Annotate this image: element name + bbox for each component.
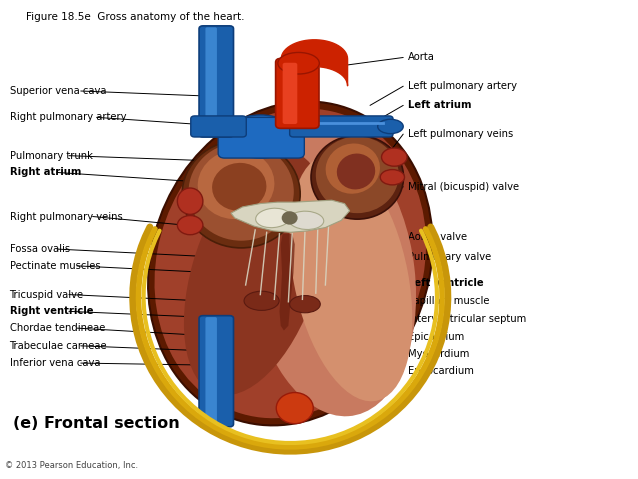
Text: Epicardium: Epicardium	[408, 332, 464, 342]
FancyBboxPatch shape	[283, 63, 297, 124]
Text: Pectinate muscles: Pectinate muscles	[10, 261, 100, 271]
FancyBboxPatch shape	[199, 316, 234, 427]
Text: Right atrium: Right atrium	[10, 168, 81, 177]
Text: Fossa ovalis: Fossa ovalis	[10, 244, 70, 254]
Text: Chordae tendineae: Chordae tendineae	[10, 323, 105, 333]
Text: Papillary muscle: Papillary muscle	[408, 296, 490, 306]
Ellipse shape	[182, 140, 300, 248]
Text: Aortic valve: Aortic valve	[408, 232, 468, 242]
Ellipse shape	[289, 211, 323, 229]
Ellipse shape	[244, 291, 279, 310]
Ellipse shape	[256, 208, 290, 228]
Text: Left ventricle: Left ventricle	[408, 278, 484, 287]
FancyBboxPatch shape	[199, 26, 234, 137]
Ellipse shape	[325, 144, 380, 194]
Text: Right ventricle: Right ventricle	[10, 307, 93, 316]
Ellipse shape	[378, 119, 403, 134]
Ellipse shape	[290, 296, 320, 313]
Text: Right pulmonary veins: Right pulmonary veins	[10, 212, 122, 221]
Ellipse shape	[184, 151, 327, 395]
FancyBboxPatch shape	[191, 116, 246, 137]
Text: Superior vena cava: Superior vena cava	[10, 86, 106, 96]
Ellipse shape	[177, 216, 203, 235]
FancyBboxPatch shape	[290, 116, 393, 137]
FancyBboxPatch shape	[205, 27, 217, 136]
Text: Pulmonary trunk: Pulmonary trunk	[10, 151, 93, 160]
Ellipse shape	[148, 102, 433, 425]
Polygon shape	[231, 200, 350, 232]
Ellipse shape	[276, 393, 313, 424]
Text: Aorta: Aorta	[408, 53, 435, 62]
Text: Mitral (bicuspid) valve: Mitral (bicuspid) valve	[408, 182, 519, 192]
Ellipse shape	[380, 170, 404, 185]
Text: (e) Frontal section: (e) Frontal section	[13, 416, 179, 432]
Ellipse shape	[311, 136, 404, 219]
Ellipse shape	[212, 163, 267, 211]
Text: Myocardium: Myocardium	[408, 349, 470, 359]
Text: Interventricular septum: Interventricular septum	[408, 314, 526, 324]
Text: © 2013 Pearson Education, Inc.: © 2013 Pearson Education, Inc.	[5, 461, 138, 470]
Polygon shape	[279, 234, 295, 331]
Ellipse shape	[177, 188, 203, 215]
Ellipse shape	[281, 211, 297, 225]
Ellipse shape	[198, 150, 274, 219]
Ellipse shape	[248, 130, 416, 416]
Text: Left atrium: Left atrium	[408, 101, 472, 110]
Ellipse shape	[223, 115, 297, 158]
Text: Right pulmonary artery: Right pulmonary artery	[10, 113, 126, 122]
Text: Tricuspid valve: Tricuspid valve	[10, 290, 84, 299]
Ellipse shape	[316, 137, 399, 213]
Text: Inferior vena cava: Inferior vena cava	[10, 358, 100, 368]
FancyBboxPatch shape	[205, 317, 217, 425]
Text: Trabeculae carneae: Trabeculae carneae	[10, 341, 107, 351]
Ellipse shape	[337, 154, 375, 189]
FancyBboxPatch shape	[218, 117, 304, 158]
Text: Left pulmonary veins: Left pulmonary veins	[408, 129, 514, 139]
Ellipse shape	[382, 148, 407, 166]
Text: Pulmonary valve: Pulmonary valve	[408, 252, 491, 262]
Ellipse shape	[278, 53, 320, 74]
FancyBboxPatch shape	[276, 58, 319, 128]
Text: Left pulmonary artery: Left pulmonary artery	[408, 81, 517, 91]
Ellipse shape	[189, 143, 293, 241]
Text: Figure 18.5e  Gross anatomy of the heart.: Figure 18.5e Gross anatomy of the heart.	[26, 12, 244, 22]
Text: Endocardium: Endocardium	[408, 366, 474, 376]
Ellipse shape	[154, 109, 426, 418]
Ellipse shape	[290, 154, 412, 401]
